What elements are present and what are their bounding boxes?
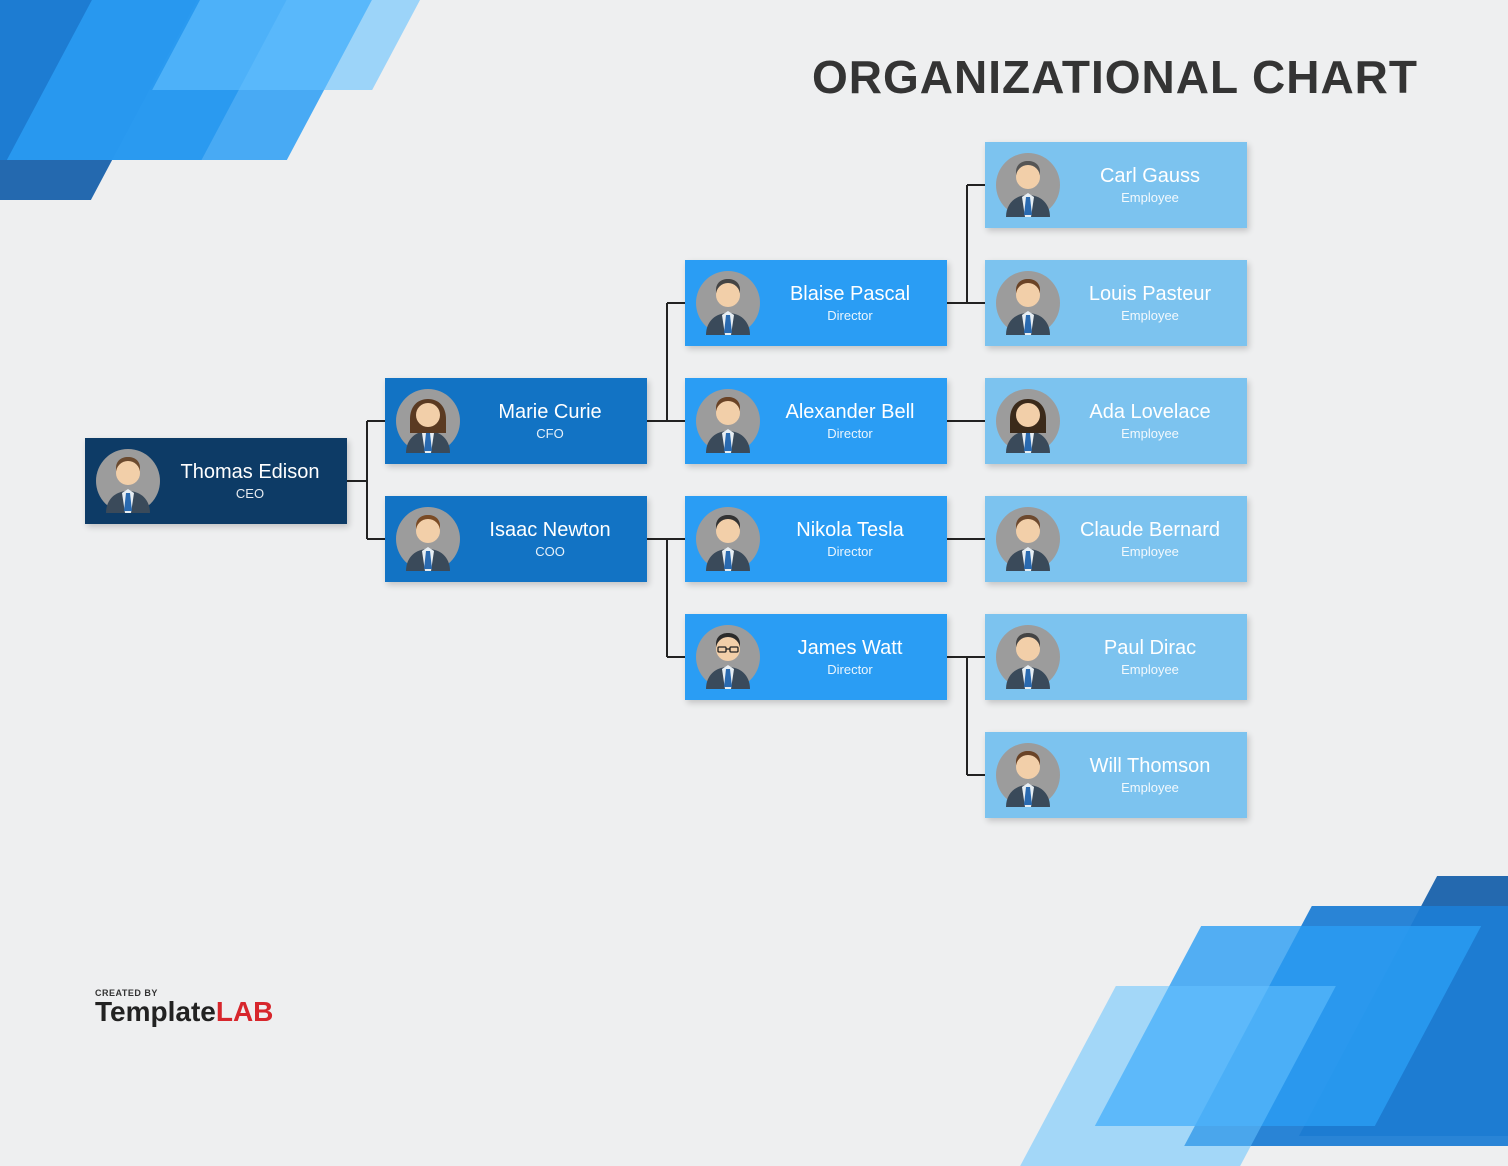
node-text: Louis Pasteur Employee: [1071, 283, 1247, 323]
org-node-ada: Ada Lovelace Employee: [985, 378, 1247, 464]
avatar-icon: [993, 740, 1063, 810]
org-node-bernard: Claude Bernard Employee: [985, 496, 1247, 582]
node-text: Paul Dirac Employee: [1071, 637, 1247, 677]
node-role: Employee: [1071, 308, 1229, 323]
node-role: CFO: [471, 426, 629, 441]
org-node-thomson: Will Thomson Employee: [985, 732, 1247, 818]
org-node-pasteur: Louis Pasteur Employee: [985, 260, 1247, 346]
avatar-icon: [693, 268, 763, 338]
node-text: Carl Gauss Employee: [1071, 165, 1247, 205]
org-node-dirac: Paul Dirac Employee: [985, 614, 1247, 700]
node-text: Blaise Pascal Director: [771, 283, 947, 323]
node-text: Thomas Edison CEO: [171, 461, 347, 501]
avatar-icon: [693, 622, 763, 692]
node-name: Nikola Tesla: [771, 519, 929, 542]
org-node-tesla: Nikola Tesla Director: [685, 496, 947, 582]
org-node-watt: James Watt Director: [685, 614, 947, 700]
node-text: Claude Bernard Employee: [1071, 519, 1247, 559]
node-text: Isaac Newton COO: [471, 519, 647, 559]
node-role: Director: [771, 662, 929, 677]
avatar-icon: [993, 504, 1063, 574]
node-name: Claude Bernard: [1071, 519, 1229, 542]
org-chart: Thomas Edison CEO Marie Curie CFO Isaac …: [0, 0, 1508, 1066]
node-role: Employee: [1071, 190, 1229, 205]
brand-part-b: LAB: [216, 996, 274, 1027]
node-name: Carl Gauss: [1071, 165, 1229, 188]
node-name: Marie Curie: [471, 401, 629, 424]
node-role: Employee: [1071, 426, 1229, 441]
node-text: James Watt Director: [771, 637, 947, 677]
node-name: Isaac Newton: [471, 519, 629, 542]
node-role: COO: [471, 544, 629, 559]
node-text: Alexander Bell Director: [771, 401, 947, 441]
avatar-icon: [393, 386, 463, 456]
node-role: Employee: [1071, 780, 1229, 795]
org-node-curie: Marie Curie CFO: [385, 378, 647, 464]
avatar-icon: [993, 386, 1063, 456]
node-role: Employee: [1071, 544, 1229, 559]
node-name: James Watt: [771, 637, 929, 660]
org-node-edison: Thomas Edison CEO: [85, 438, 347, 524]
node-role: Director: [771, 426, 929, 441]
avatar-icon: [693, 386, 763, 456]
brand-part-a: Template: [95, 996, 216, 1027]
node-name: Blaise Pascal: [771, 283, 929, 306]
avatar-icon: [393, 504, 463, 574]
node-role: Director: [771, 544, 929, 559]
node-name: Paul Dirac: [1071, 637, 1229, 660]
node-role: CEO: [171, 486, 329, 501]
avatar-icon: [993, 268, 1063, 338]
org-node-bell: Alexander Bell Director: [685, 378, 947, 464]
node-name: Thomas Edison: [171, 461, 329, 484]
org-node-newton: Isaac Newton COO: [385, 496, 647, 582]
node-name: Ada Lovelace: [1071, 401, 1229, 424]
brand-name: TemplateLAB: [95, 998, 273, 1026]
node-role: Employee: [1071, 662, 1229, 677]
node-name: Alexander Bell: [771, 401, 929, 424]
avatar-icon: [693, 504, 763, 574]
avatar-icon: [93, 446, 163, 516]
org-node-pascal: Blaise Pascal Director: [685, 260, 947, 346]
org-node-gauss: Carl Gauss Employee: [985, 142, 1247, 228]
avatar-icon: [993, 150, 1063, 220]
node-text: Nikola Tesla Director: [771, 519, 947, 559]
node-text: Will Thomson Employee: [1071, 755, 1247, 795]
node-text: Marie Curie CFO: [471, 401, 647, 441]
node-text: Ada Lovelace Employee: [1071, 401, 1247, 441]
node-role: Director: [771, 308, 929, 323]
node-name: Louis Pasteur: [1071, 283, 1229, 306]
node-name: Will Thomson: [1071, 755, 1229, 778]
footer-brand: CREATED BY TemplateLAB: [95, 988, 273, 1026]
avatar-icon: [993, 622, 1063, 692]
